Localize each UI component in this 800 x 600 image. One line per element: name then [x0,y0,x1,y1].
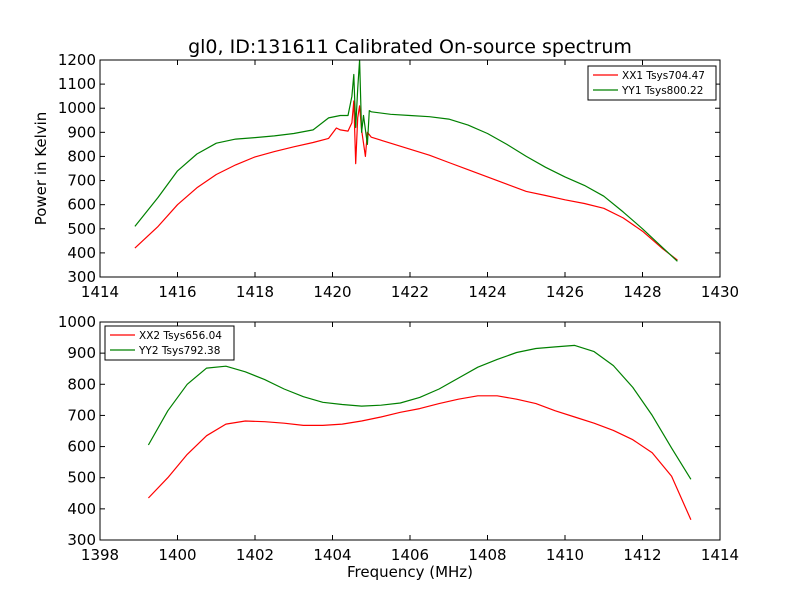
bottom-spectrum-axes: 1398 1400 1402 1404 1406 1408 1410 1412 1414 300 4… [58,313,739,564]
y-tick-label: 500 [67,220,96,238]
x-tick-label: 1420 [313,283,351,301]
y-tick-label: 400 [67,244,96,262]
y-tick-label: 600 [67,438,96,456]
x-tick-label: 1398 [81,546,119,564]
x-tick-label: 1400 [158,546,196,564]
y-axis-label: Power in Kelvin [32,112,50,226]
x-tick-label: 1414 [81,283,119,301]
x-tick-label: 1418 [236,283,274,301]
figure-title: gl0, ID:131611 Calibrated On-source spec… [188,36,632,58]
y-tick-label: 900 [67,123,96,141]
legend-box [104,325,235,361]
legend-label: YY1 Tsys800.22 [621,85,703,97]
legend-box [587,65,717,101]
x-tick-label: 1412 [623,546,661,564]
y-tick-label: 500 [67,469,96,487]
series-line-1 [134,100,678,261]
x-tick-label: 1402 [236,546,274,564]
series-line-1 [147,395,692,521]
legend-label: XX2 Tsys656.04 [139,330,222,342]
series-line-2 [147,344,692,480]
y-tick-label: 400 [67,500,96,518]
figure-xlabel: Frequency (MHz) [347,563,473,581]
x-tick-label: 1428 [623,283,661,301]
y-tick-label: 1200 [58,51,96,69]
legend: XX1 Tsys704.47 YY1 Tsys800.22 [587,65,717,101]
x-tick-label: 1416 [158,283,196,301]
x-tick-label: 1406 [391,546,429,564]
y-tick-label: 1000 [58,99,96,117]
y-tick-label: 300 [67,531,96,549]
y-tick-label: 900 [67,344,96,362]
y-tick-label: 600 [67,196,96,214]
x-tick-label: 1422 [391,283,429,301]
x-tick-label: 1408 [468,546,506,564]
y-tick-label: 800 [67,147,96,165]
x-tick-label: 1426 [546,283,584,301]
legend-label: XX1 Tsys704.47 [622,70,705,82]
legend-label: YY2 Tsys792.38 [138,345,220,357]
x-tick-label: 1430 [701,283,739,301]
series-line-2 [134,59,678,262]
x-tick-label: 1410 [546,546,584,564]
x-tick-label: 1414 [701,546,739,564]
y-tick-label: 800 [67,375,96,393]
x-tick-label: 1424 [468,283,506,301]
top-spectrum-axes: 1414 1416 1418 1420 1422 1424 1426 1428 1430 300 4… [32,51,739,301]
y-tick-label: 1100 [58,75,96,93]
x-tick-label: 1404 [313,546,351,564]
legend: XX2 Tsys656.04 YY2 Tsys792.38 [104,325,235,361]
y-tick-label: 300 [67,268,96,286]
y-tick-label: 700 [67,406,96,424]
y-tick-label: 1000 [58,313,96,331]
y-tick-label: 700 [67,172,96,190]
